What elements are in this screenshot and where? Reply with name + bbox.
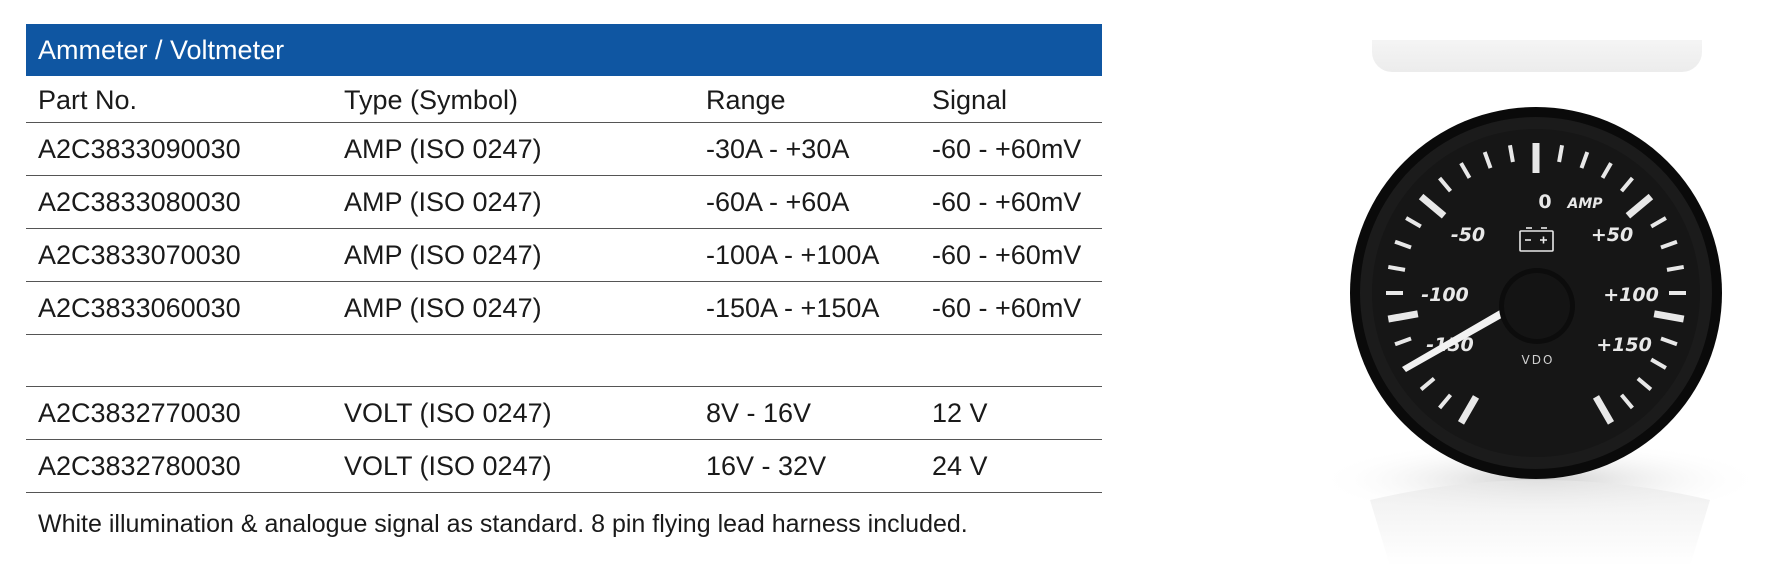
minor-tick [1405, 216, 1422, 229]
minor-tick [1557, 144, 1565, 163]
type-cell: AMP (ISO 0247) [344, 293, 542, 323]
header-signal: Signal [932, 85, 1008, 115]
signal-cell: -60 - +60mV [932, 187, 1082, 217]
type-cell: VOLT (ISO 0247) [344, 398, 552, 428]
gauge-reflection [1370, 480, 1710, 566]
ammeter-voltmeter-table: Ammeter / Voltmeter Part No. Type (Symbo… [26, 24, 1102, 539]
major-tick [1418, 193, 1447, 219]
gauge-label-minus100: -100 [1421, 284, 1469, 306]
type-cell: AMP (ISO 0247) [344, 134, 542, 164]
table-row: A2C3833090030 AMP (ISO 0247) -30A - +30A… [26, 123, 1102, 176]
range-cell: -150A - +150A [706, 293, 880, 323]
range-cell: -30A - +30A [706, 134, 850, 164]
header-range: Range [706, 85, 786, 115]
major-tick [1625, 193, 1654, 219]
minor-tick [1419, 376, 1436, 391]
minor-tick [1394, 239, 1412, 250]
type-cell: VOLT (ISO 0247) [344, 451, 552, 481]
minor-tick [1650, 216, 1667, 229]
ammeter-gauge-image: 0 AMP -50 +50 -100 +100 -150 +150 VDO [1330, 40, 1784, 566]
minor-tick [1394, 336, 1412, 347]
signal-cell: 12 V [932, 398, 988, 428]
table-title: Ammeter / Voltmeter [26, 24, 1102, 76]
minor-tick [1438, 393, 1453, 410]
part-no-cell: A2C3832770030 [38, 398, 241, 428]
range-cell: 16V - 32V [706, 451, 827, 481]
major-tick [1387, 310, 1419, 323]
needle-hub-cap [1504, 273, 1570, 339]
part-no-cell: A2C3832780030 [38, 451, 241, 481]
top-reflection [1372, 40, 1702, 72]
minor-tick [1600, 162, 1613, 179]
minor-tick [1438, 176, 1453, 193]
table-row: A2C3833080030 AMP (ISO 0247) -60A - +60A… [26, 176, 1102, 229]
minor-tick [1459, 162, 1472, 179]
minor-tick [1636, 376, 1653, 391]
minor-tick [1482, 151, 1493, 169]
minor-tick [1619, 393, 1634, 410]
table-header-row: Part No. Type (Symbol) Range Signal [26, 76, 1102, 123]
minor-tick [1666, 264, 1685, 272]
part-no-cell: A2C3833080030 [38, 187, 241, 217]
header-part-no: Part No. [38, 85, 138, 115]
part-no-cell: A2C3833070030 [38, 240, 241, 270]
header-type: Type (Symbol) [344, 85, 519, 115]
gauge-label-plus50: +50 [1591, 224, 1633, 246]
minor-tick [1507, 144, 1515, 163]
range-cell: -100A - +100A [706, 240, 880, 270]
part-no-cell: A2C3833090030 [38, 134, 241, 164]
footnote: White illumination & analogue signal as … [38, 510, 968, 538]
signal-cell: -60 - +60mV [932, 240, 1082, 270]
minor-tick [1619, 176, 1634, 193]
type-cell: AMP (ISO 0247) [344, 240, 542, 270]
signal-cell: 24 V [932, 451, 988, 481]
major-tick [1653, 310, 1685, 323]
table-row: A2C3832780030 VOLT (ISO 0247) 16V - 32V … [26, 440, 1102, 493]
minor-tick [1660, 239, 1678, 250]
gauge-needle [1402, 296, 1528, 372]
type-cell: AMP (ISO 0247) [344, 187, 542, 217]
table-row: A2C3832770030 VOLT (ISO 0247) 8V - 16V 1… [26, 387, 1102, 440]
gauge-label-zero: 0 [1538, 191, 1551, 213]
signal-cell: -60 - +60mV [932, 293, 1082, 323]
table-row: A2C3833070030 AMP (ISO 0247) -100A - +10… [26, 229, 1102, 282]
table-spacer-row [26, 335, 1102, 387]
gauge-label-minus50: -50 [1451, 224, 1485, 246]
signal-cell: -60 - +60mV [932, 134, 1082, 164]
major-tick [1457, 395, 1480, 425]
gauge-unit-label: AMP [1566, 196, 1603, 212]
minor-tick [1579, 151, 1590, 169]
minor-tick [1650, 357, 1667, 370]
minor-tick [1660, 336, 1678, 347]
gauge-svg: 0 AMP -50 +50 -100 +100 -150 +150 VDO [1330, 40, 1765, 566]
minor-tick [1387, 264, 1406, 272]
table-row: A2C3833060030 AMP (ISO 0247) -150A - +15… [26, 282, 1102, 335]
gauge-label-plus150: +150 [1596, 334, 1652, 356]
range-cell: 8V - 16V [706, 398, 812, 428]
range-cell: -60A - +60A [706, 187, 850, 217]
brand-label: VDO [1522, 353, 1555, 367]
part-no-cell: A2C3833060030 [38, 293, 241, 323]
scale-ticks [1386, 143, 1686, 425]
battery-icon [1519, 227, 1554, 252]
major-tick [1592, 395, 1615, 425]
gauge-label-plus100: +100 [1603, 284, 1659, 306]
